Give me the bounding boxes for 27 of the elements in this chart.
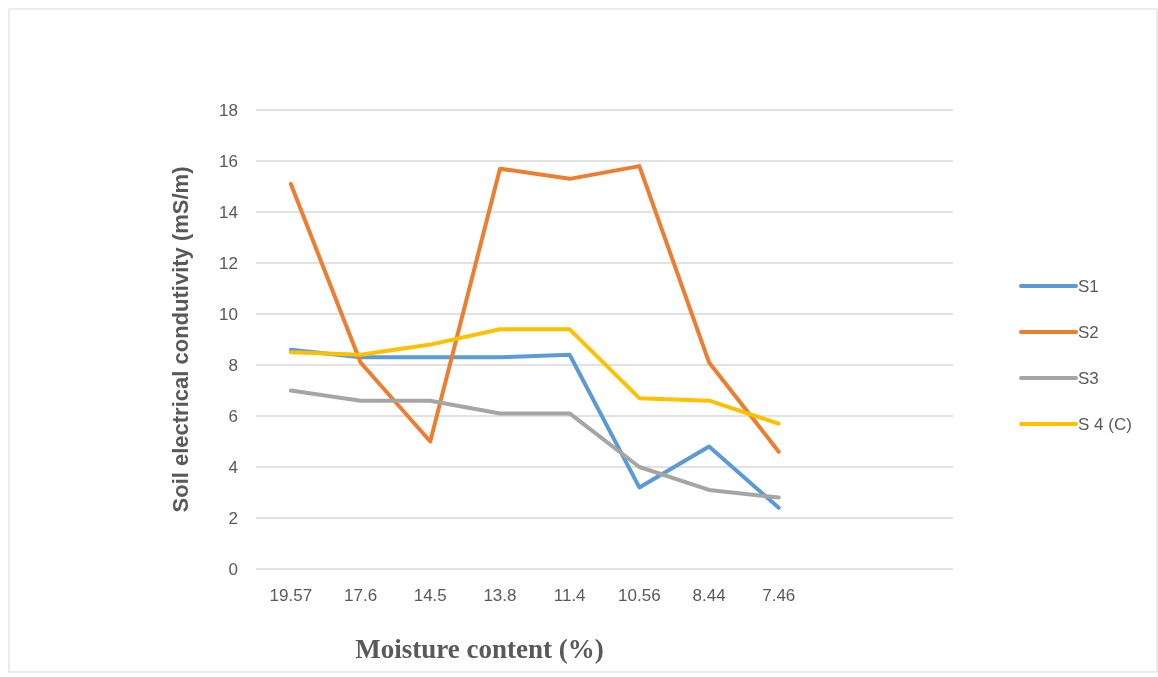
y-tick-label: 8 <box>228 355 238 375</box>
x-tick-label: 14.5 <box>413 586 447 605</box>
y-tick-label: 10 <box>219 304 238 324</box>
y-tick-label: 0 <box>228 559 238 579</box>
x-tick-label: 13.8 <box>483 586 517 605</box>
legend-label: S 4 (C) <box>1078 414 1132 434</box>
line-series <box>288 388 781 500</box>
y-tick-label: 18 <box>219 100 238 120</box>
y-tick-label: 6 <box>228 406 238 426</box>
y-tick-label: 16 <box>219 151 238 171</box>
x-tick-label: 19.57 <box>269 586 313 605</box>
line-series <box>288 164 781 454</box>
y-tick-label: 12 <box>219 253 238 273</box>
x-tick-label: 8.44 <box>692 586 726 605</box>
legend-label: S1 <box>1078 276 1099 296</box>
y-tick-label: 14 <box>219 202 238 222</box>
x-axis-title: Moisture content (%) <box>355 634 604 664</box>
legend-label: S3 <box>1078 368 1099 388</box>
x-tick-label: 7.46 <box>762 586 796 605</box>
x-tick-label: 17.6 <box>344 586 378 605</box>
y-tick-label: 2 <box>228 508 238 528</box>
y-tick-label: 4 <box>228 457 238 477</box>
line-series <box>288 327 781 426</box>
x-tick-label: 11.4 <box>553 586 586 605</box>
y-axis-title: Soil electrical condutivity (mS/m) <box>168 166 193 513</box>
x-tick-label: 10.56 <box>618 586 661 605</box>
legend-label: S2 <box>1078 322 1099 342</box>
